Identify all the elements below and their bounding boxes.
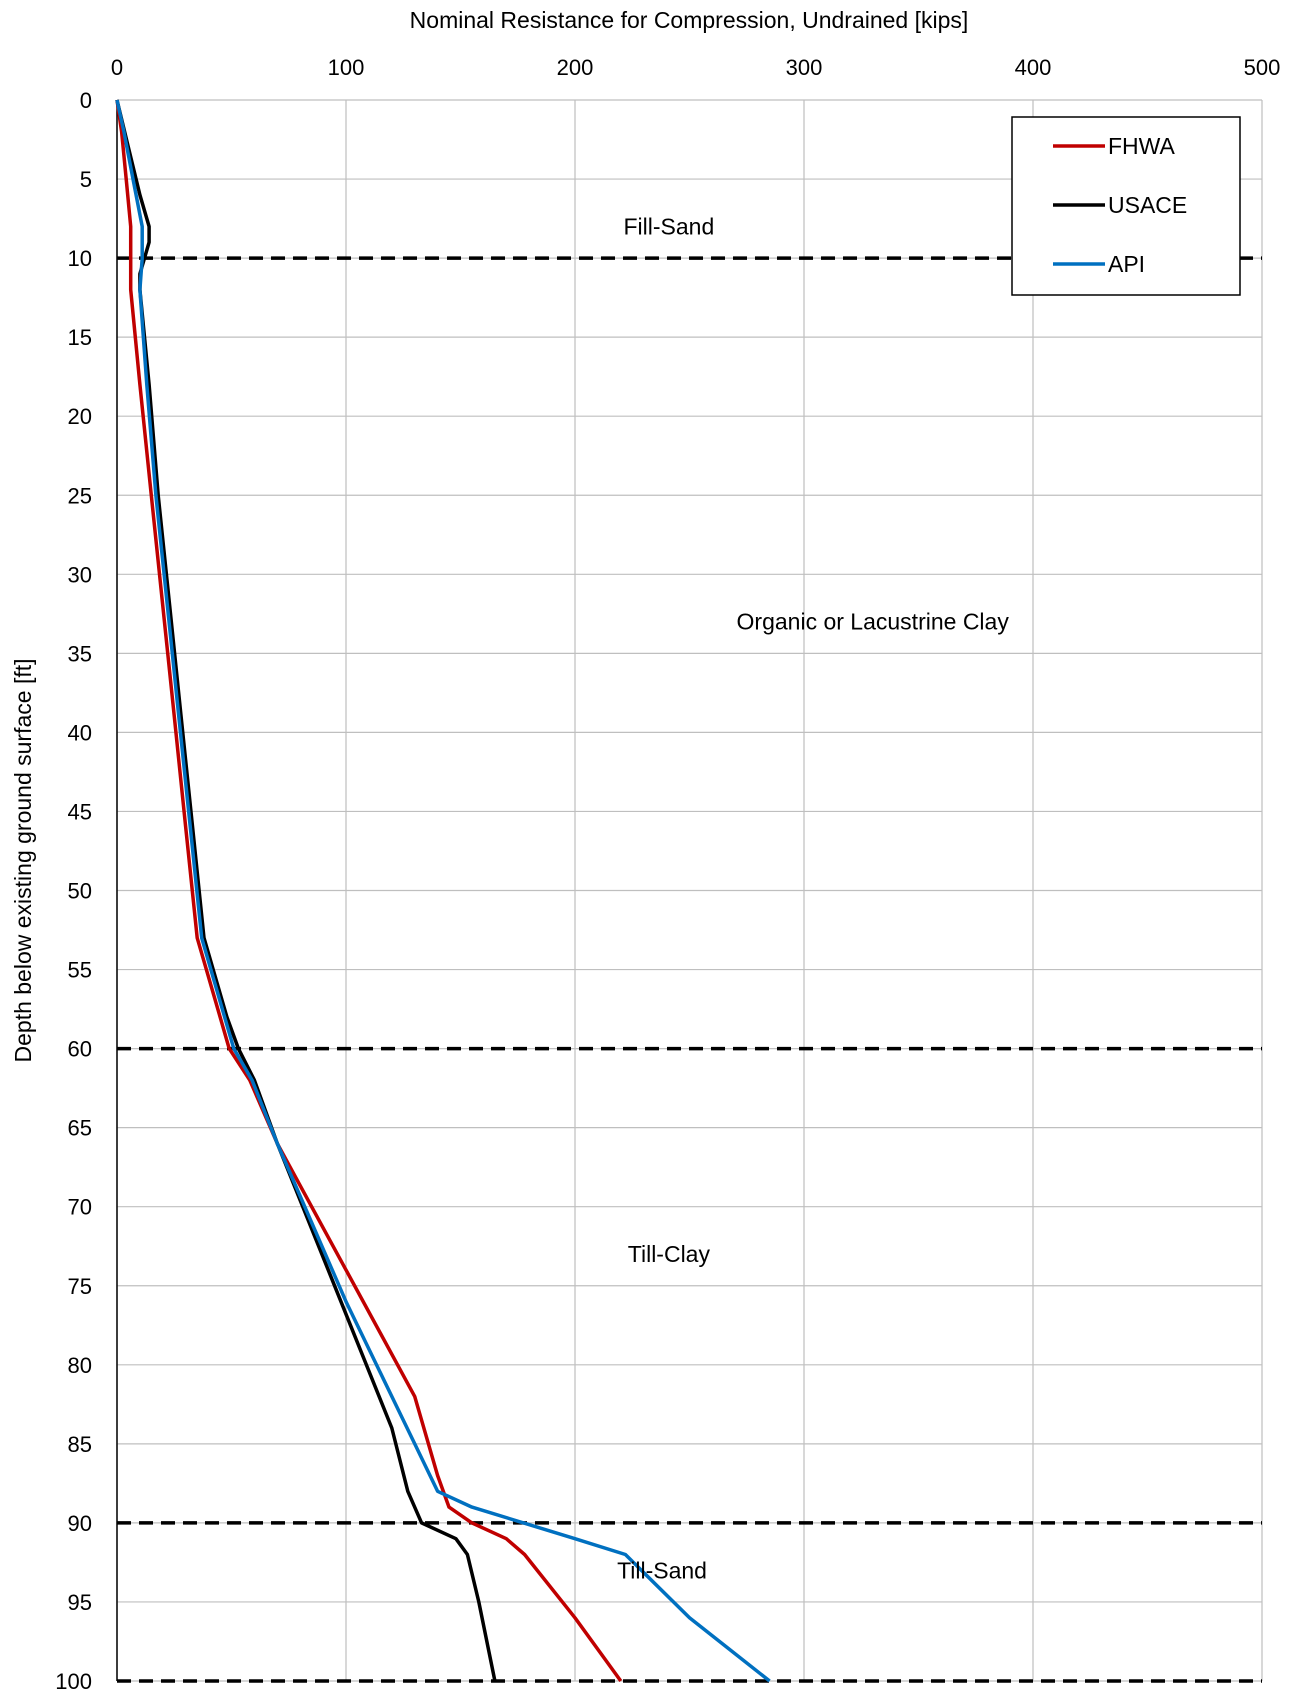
- y-tick-label: 35: [68, 641, 92, 666]
- y-tick-label: 80: [68, 1353, 92, 1378]
- layer-label-till-clay: Till-Clay: [628, 1241, 711, 1267]
- y-tick-label: 15: [68, 325, 92, 350]
- legend: FHWA USACE API: [1011, 116, 1241, 296]
- layer-label-organic-clay: Organic or Lacustrine Clay: [737, 609, 1010, 635]
- x-tick-label: 300: [786, 55, 823, 80]
- y-tick-label: 45: [68, 799, 92, 824]
- x-tick-label: 200: [557, 55, 594, 80]
- y-tick-labels: 0 5 10 15 20 25 30 35 40 45 50 55 60 65 70 75 80 85 90 95 10…: [55, 88, 92, 1691]
- y-tick-label: 30: [68, 562, 92, 587]
- x-tick-label: 100: [328, 55, 365, 80]
- legend-label-api: API: [1108, 251, 1145, 277]
- y-tick-label: 20: [68, 404, 92, 429]
- legend-label-fhwa: FHWA: [1108, 133, 1176, 159]
- x-tick-label: 0: [111, 55, 123, 80]
- y-tick-label: 25: [68, 483, 92, 508]
- x-tick-labels: 0 100 200 300 400 500: [111, 55, 1280, 80]
- y-axis-title: Depth below existing ground surface [ft]: [10, 658, 36, 1062]
- y-tick-label: 75: [68, 1274, 92, 1299]
- y-tick-label: 0: [80, 88, 92, 113]
- legend-label-usace: USACE: [1108, 192, 1187, 218]
- y-tick-label: 10: [68, 246, 92, 271]
- y-tick-label: 70: [68, 1195, 92, 1220]
- x-tick-label: 400: [1015, 55, 1052, 80]
- series-line-usace: [115, 99, 497, 1682]
- series-lines: [115, 99, 771, 1683]
- layer-label-fill-sand: Fill-Sand: [624, 213, 715, 239]
- x-tick-label: 500: [1244, 55, 1281, 80]
- y-tick-label: 90: [68, 1511, 92, 1536]
- series-line-api: [115, 99, 771, 1683]
- legend-box: [1011, 116, 1241, 296]
- y-tick-label: 60: [68, 1037, 92, 1062]
- y-tick-label: 50: [68, 879, 92, 904]
- y-tick-label: 95: [68, 1590, 92, 1615]
- series-line-fhwa: [115, 99, 623, 1683]
- y-tick-label: 55: [68, 958, 92, 983]
- layer-labels: Fill-Sand Organic or Lacustrine Clay Til…: [617, 213, 1009, 1583]
- y-tick-label: 100: [55, 1669, 92, 1691]
- y-tick-label: 5: [80, 167, 92, 192]
- x-axis-title: Nominal Resistance for Compression, Undr…: [410, 7, 969, 33]
- y-tick-label: 40: [68, 720, 92, 745]
- layer-label-till-sand: Till-Sand: [617, 1557, 707, 1583]
- grid: [116, 99, 1263, 1682]
- y-tick-label: 85: [68, 1432, 92, 1457]
- y-tick-label: 65: [68, 1116, 92, 1141]
